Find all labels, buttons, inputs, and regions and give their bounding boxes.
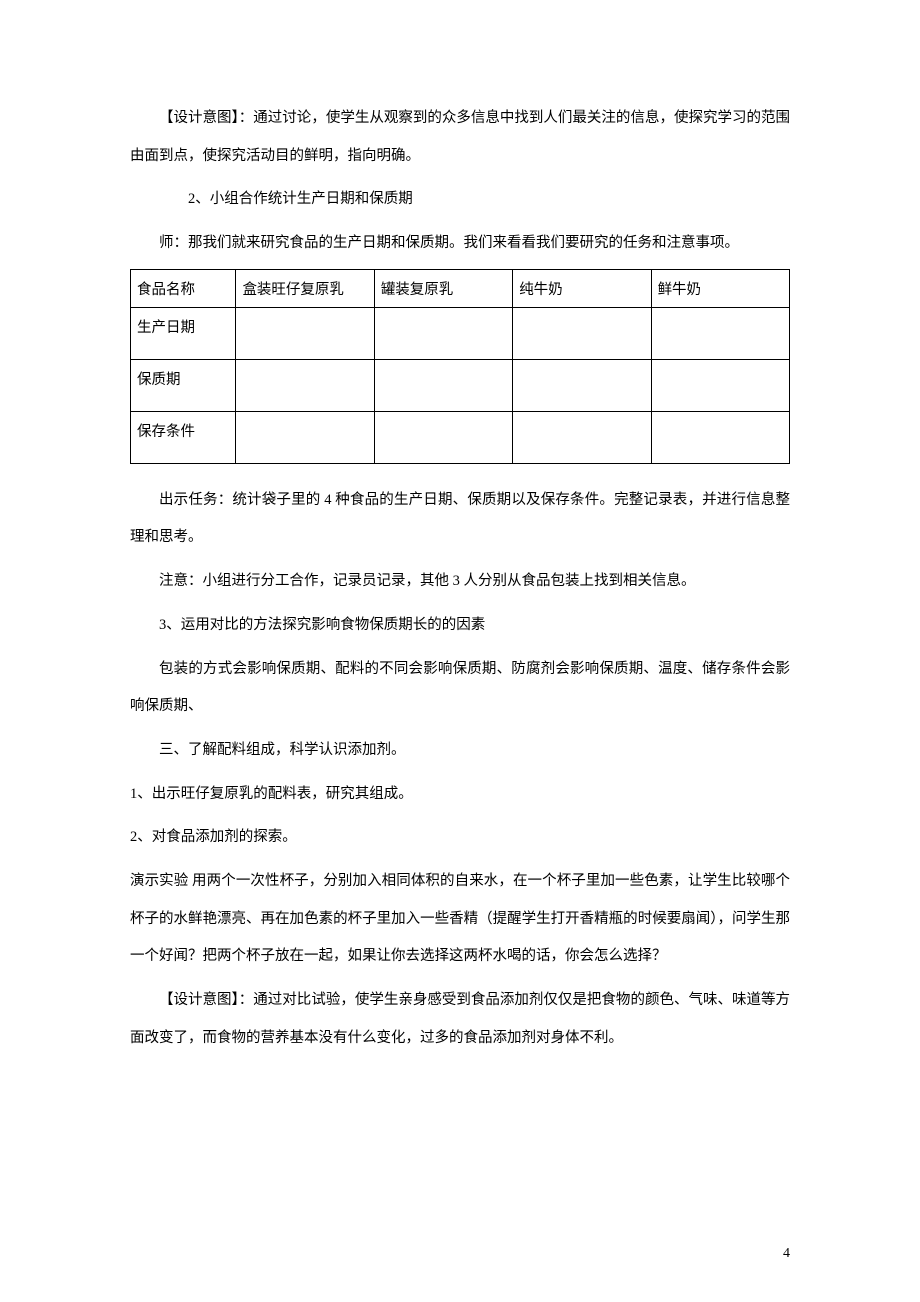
table-row: 保质期 (131, 359, 790, 411)
table-row: 保存条件 (131, 411, 790, 463)
note-instruction: 注意：小组进行分工合作，记录员记录，其他 3 人分别从食品包装上找到相关信息。 (130, 563, 790, 601)
table-row: 生产日期 (131, 307, 790, 359)
empty-cell (651, 359, 789, 411)
food-info-table: 食品名称 盒装旺仔复原乳 罐装复原乳 纯牛奶 鲜牛奶 生产日期 保质期 保存条件 (130, 269, 790, 464)
header-cell: 罐装复原乳 (374, 269, 512, 307)
empty-cell (374, 307, 512, 359)
empty-cell (513, 359, 651, 411)
subsection-1: 1、出示旺仔复原乳的配料表，研究其组成。 (130, 776, 790, 814)
experiment-description: 演示实验 用两个一次性杯子，分别加入相同体积的自来水，在一个杯子里加一些色素，让… (130, 863, 790, 976)
empty-cell (236, 411, 374, 463)
row-label-cell: 保质期 (131, 359, 236, 411)
empty-cell (374, 411, 512, 463)
header-cell: 盒装旺仔复原乳 (236, 269, 374, 307)
header-cell: 鲜牛奶 (651, 269, 789, 307)
section-three-title: 三、了解配料组成，科学认识添加剂。 (130, 732, 790, 770)
teacher-note: 师：那我们就来研究食品的生产日期和保质期。我们来看看我们要研究的任务和注意事项。 (130, 225, 790, 263)
empty-cell (236, 359, 374, 411)
row-label-cell: 保存条件 (131, 411, 236, 463)
factors-list: 包装的方式会影响保质期、配料的不同会影响保质期、防腐剂会影响保质期、温度、储存条… (130, 651, 790, 726)
empty-cell (651, 307, 789, 359)
empty-cell (651, 411, 789, 463)
header-cell: 纯牛奶 (513, 269, 651, 307)
section-2-title: 2、小组合作统计生产日期和保质期 (130, 181, 790, 219)
section-3-title: 3、运用对比的方法探究影响食物保质期长的的因素 (130, 607, 790, 645)
page-number: 4 (783, 1246, 790, 1262)
design-intent-2: 【设计意图】：通过对比试验，使学生亲身感受到食品添加剂仅仅是把食物的颜色、气味、… (130, 982, 790, 1057)
row-label-cell: 生产日期 (131, 307, 236, 359)
empty-cell (374, 359, 512, 411)
header-cell: 食品名称 (131, 269, 236, 307)
subsection-2: 2、对食品添加剂的探索。 (130, 819, 790, 857)
empty-cell (513, 411, 651, 463)
table-header-row: 食品名称 盒装旺仔复原乳 罐装复原乳 纯牛奶 鲜牛奶 (131, 269, 790, 307)
empty-cell (513, 307, 651, 359)
design-intent-1: 【设计意图】：通过讨论，使学生从观察到的众多信息中找到人们最关注的信息，使探究学… (130, 100, 790, 175)
empty-cell (236, 307, 374, 359)
task-instruction: 出示任务：统计袋子里的 4 种食品的生产日期、保质期以及保存条件。完整记录表，并… (130, 482, 790, 557)
